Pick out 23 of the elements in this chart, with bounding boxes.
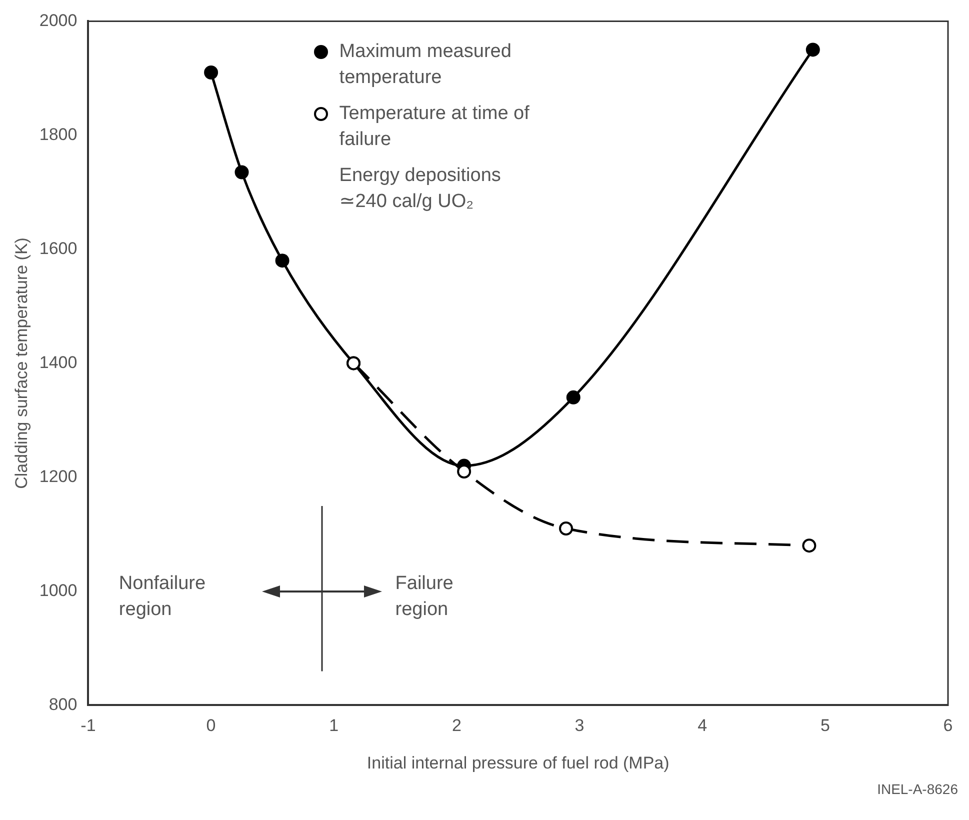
y-tick-label: 1000: [39, 580, 78, 600]
x-tick-label: 4: [698, 716, 708, 736]
y-tick-label: 1800: [39, 124, 78, 144]
x-tick-label: 1: [329, 716, 339, 736]
x-tick-label: 2: [452, 716, 462, 736]
annotation: Energy depositions ≃240 cal/g UO₂: [339, 164, 502, 214]
x-axis-title: Initial internal pressure of fuel rod (MPa): [366, 753, 670, 772]
y-tick-label: 800: [48, 694, 78, 714]
legend-label: Maximum measured temperature: [339, 40, 512, 90]
y-axis-title: Cladding surface temperature (K): [12, 238, 31, 489]
annotation: Failure region: [395, 572, 454, 622]
y-tick-label: 1400: [39, 352, 78, 372]
x-tick-label: 5: [820, 716, 830, 736]
y-tick-label: 2000: [39, 10, 78, 30]
x-tick-label: 3: [574, 716, 584, 736]
y-tick-label: 1200: [39, 466, 78, 486]
y-tick-label: 1600: [39, 238, 78, 258]
x-tick-label: 0: [206, 716, 216, 736]
x-tick-label: 6: [943, 716, 953, 736]
x-tick-label: -1: [80, 716, 96, 736]
text: INEL-A-8626: [877, 780, 958, 799]
annotation: Nonfailure region: [118, 572, 207, 622]
legend-label: Temperature at time of failure: [339, 102, 530, 152]
